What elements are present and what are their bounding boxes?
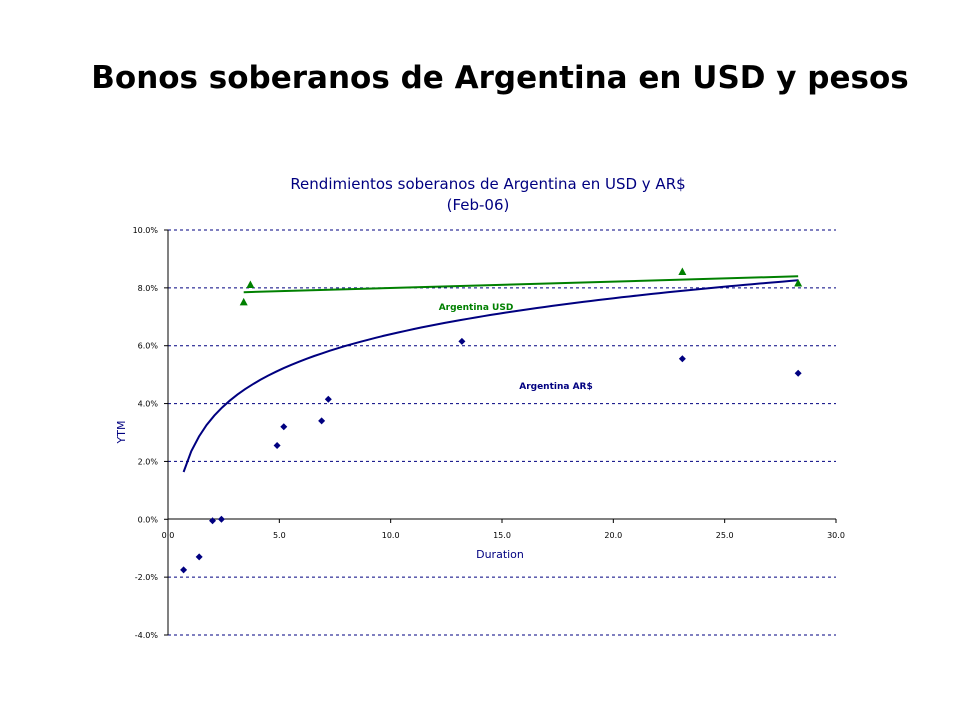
y-axis-label: YTM xyxy=(115,421,128,445)
data-point-diamond xyxy=(458,337,466,345)
data-point-diamond xyxy=(217,515,225,523)
x-tick-label: 10.0 xyxy=(382,531,400,540)
x-tick-label: 0.0 xyxy=(162,531,175,540)
data-point-diamond xyxy=(794,369,802,377)
y-tick-labels: 10.0% 8.0% 6.0% 4.0% 2.0% 0.0% -2.0% -4.0% xyxy=(133,226,168,640)
data-point-diamond xyxy=(195,553,203,561)
data-point-diamond xyxy=(318,417,326,425)
y-tick-label: -4.0% xyxy=(135,631,159,640)
chart-title-line-2: (Feb-06) xyxy=(447,196,510,214)
y-tick-label: 6.0% xyxy=(138,342,159,351)
y-tick-label: 8.0% xyxy=(138,284,159,293)
x-tick-label: 25.0 xyxy=(716,531,734,540)
data-point-diamond xyxy=(324,395,332,403)
trendline-series-0 xyxy=(243,275,799,294)
data-point-diamond xyxy=(273,442,281,450)
slide-title: Bonos soberanos de Argentina en USD y pe… xyxy=(91,60,909,96)
y-tick-label: 4.0% xyxy=(138,400,159,409)
y-tick-label: -2.0% xyxy=(135,573,159,582)
trendline-series-1 xyxy=(182,279,799,473)
series-label-ars: Argentina AR$ xyxy=(519,382,593,392)
y-tick-label: 10.0% xyxy=(133,226,159,235)
data-point-triangle xyxy=(239,297,248,306)
y-tick-label: 2.0% xyxy=(138,457,159,466)
data-point-triangle xyxy=(246,280,255,288)
x-tick-labels: 0.0 5.0 10.0 15.0 20.0 25.0 30.0 xyxy=(162,519,845,540)
trendlines xyxy=(182,275,799,473)
data-point-triangle xyxy=(678,267,687,275)
series-label-usd: Argentina USD xyxy=(439,303,514,313)
y-tick-label: 0.0% xyxy=(138,515,159,524)
x-tick-label: 20.0 xyxy=(604,531,622,540)
data-point-triangle xyxy=(794,279,803,287)
x-tick-label: 30.0 xyxy=(827,531,845,540)
chart-title-line-1: Rendimientos soberanos de Argentina en U… xyxy=(290,175,685,193)
data-point-diamond xyxy=(280,423,288,431)
data-point-diamond xyxy=(180,566,188,574)
data-markers xyxy=(180,267,803,574)
data-point-diamond xyxy=(209,517,217,525)
data-point-diamond xyxy=(678,355,686,363)
x-tick-label: 5.0 xyxy=(273,531,286,540)
x-tick-label: 15.0 xyxy=(493,531,511,540)
x-axis-label: Duration xyxy=(476,548,524,561)
